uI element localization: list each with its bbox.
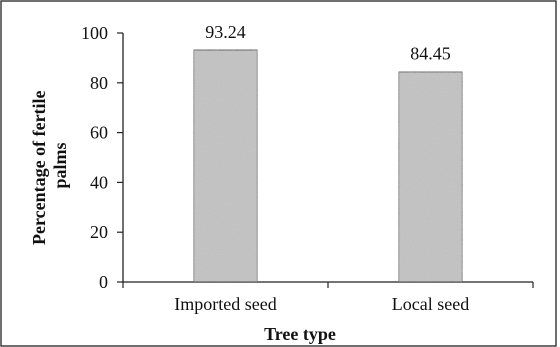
plot-area: 0 20 40 60 80 100 93.24 Imported seed 84.45 Local… (81, 22, 534, 314)
bar-local-seed (397, 71, 464, 283)
category-label: Imported seed (174, 294, 276, 314)
y-tick-label: 0 (99, 272, 108, 292)
y-tick-label: 60 (90, 123, 108, 143)
bar-imported-seed (192, 49, 259, 283)
x-axis-title: Tree type (264, 324, 336, 344)
category-label: Local seed (392, 294, 469, 314)
y-axis-title-line-1: Percentage of fertile (29, 90, 49, 245)
y-axis-title-line-2: palms (50, 142, 70, 188)
y-tick-label: 100 (81, 23, 108, 43)
y-tick-label: 40 (90, 172, 108, 192)
data-label: 93.24 (205, 22, 246, 42)
svg-text:Percentage of fertile pa: Percentage of fertile palms (29, 86, 70, 245)
data-label: 84.45 (410, 44, 451, 64)
y-tick-label: 80 (90, 73, 108, 93)
y-axis-title: Percentage of fertile palms (29, 86, 70, 245)
y-tick-label: 20 (90, 222, 108, 242)
